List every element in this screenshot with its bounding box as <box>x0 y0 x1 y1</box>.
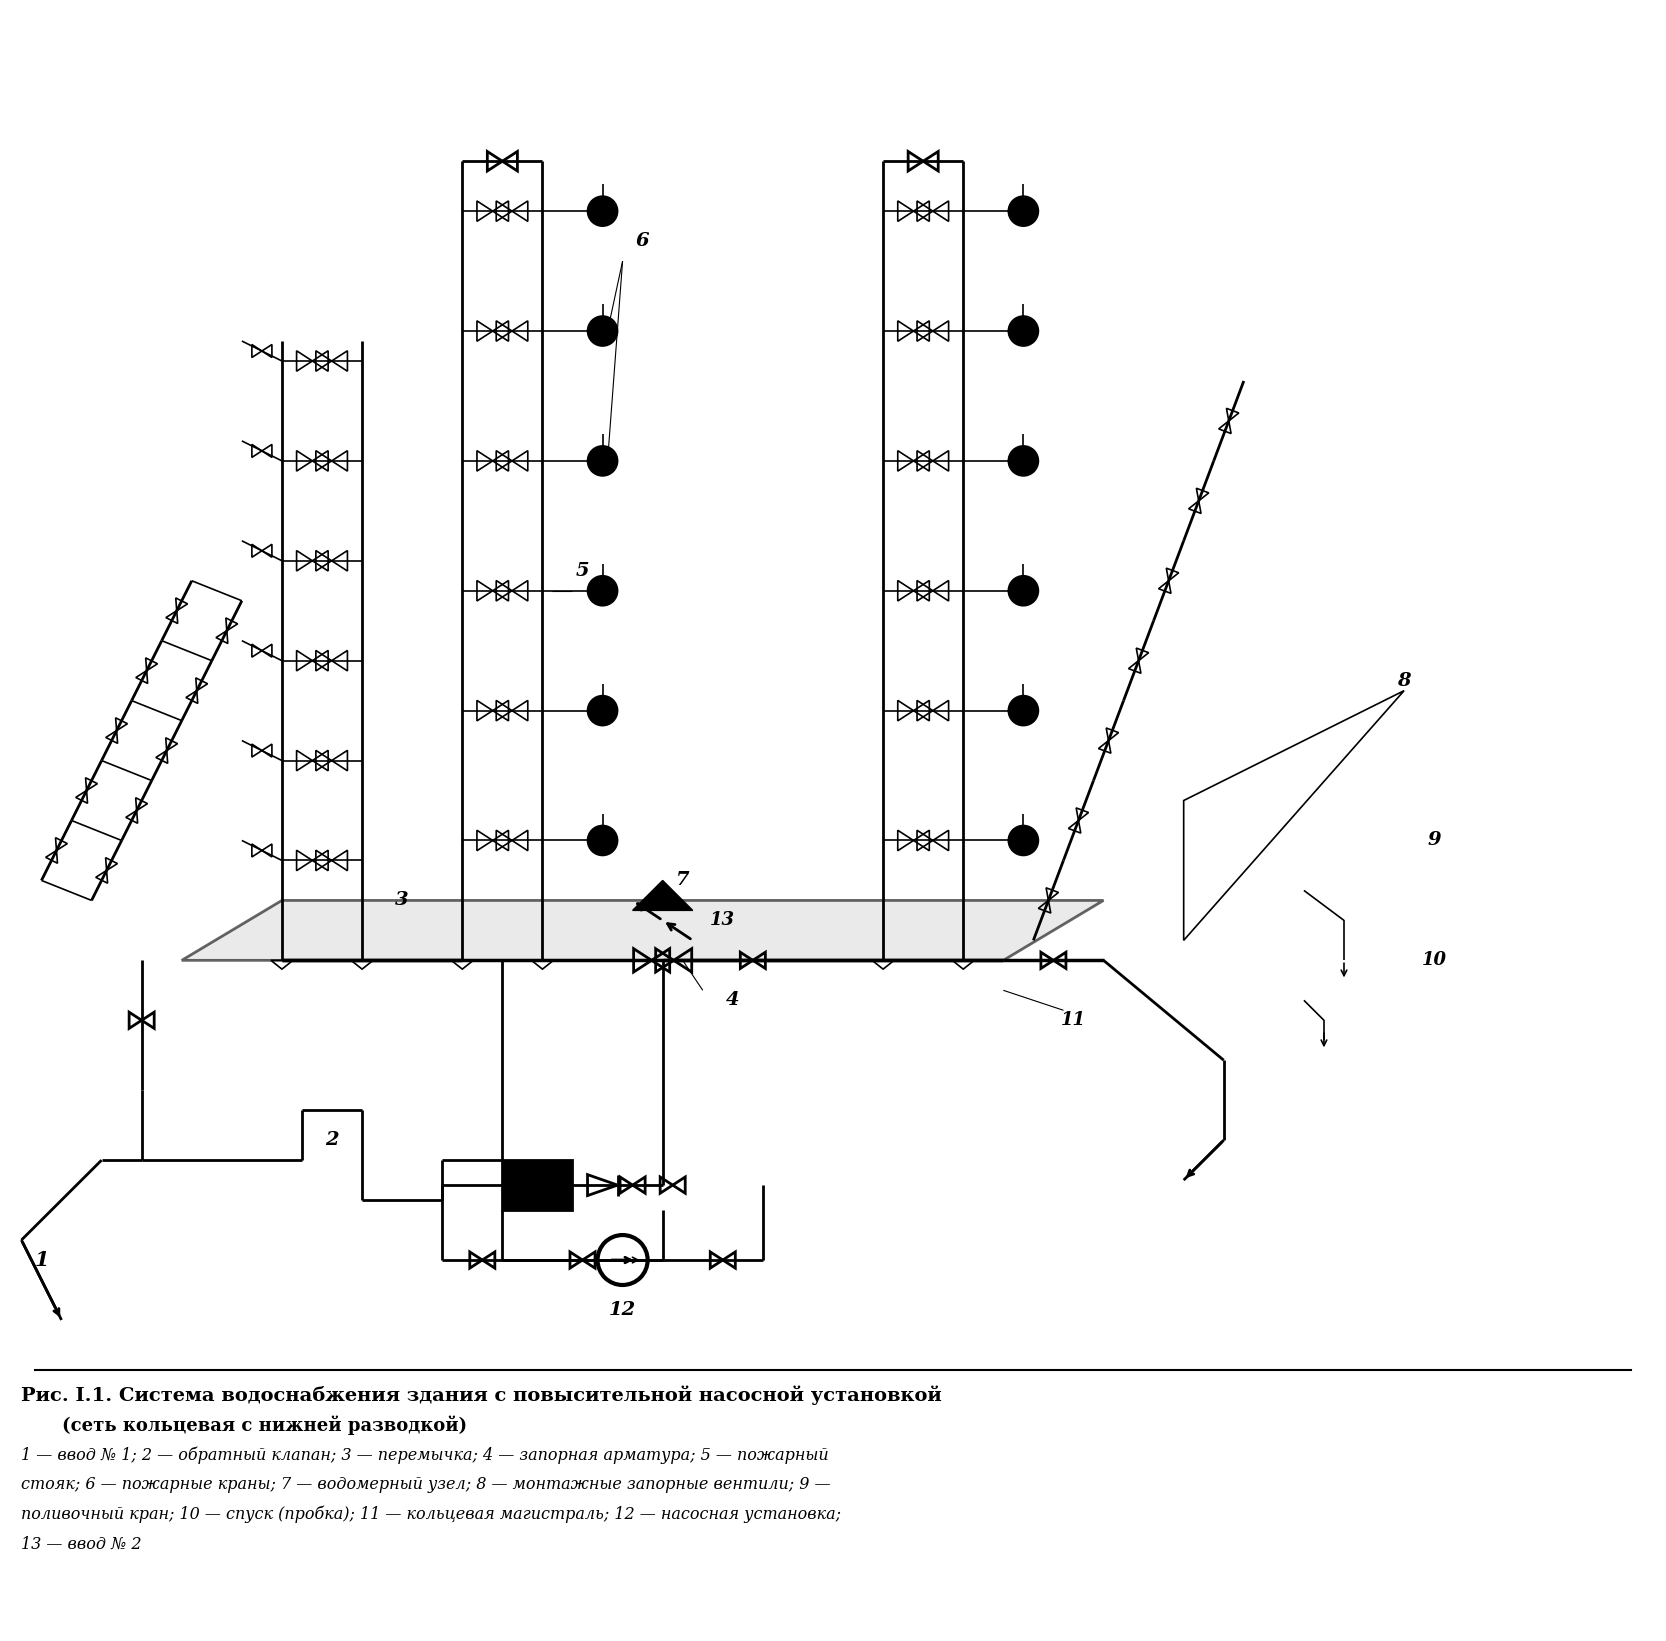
Text: 1: 1 <box>35 1250 48 1270</box>
Circle shape <box>588 197 618 226</box>
Text: 8: 8 <box>1398 671 1411 689</box>
Text: 2: 2 <box>325 1131 338 1149</box>
Circle shape <box>1008 825 1038 855</box>
Circle shape <box>1008 446 1038 476</box>
Text: 1 — ввод № 1; 2 — обратный клапан; 3 — перемычка; 4 — запорная арматура; 5 — пож: 1 — ввод № 1; 2 — обратный клапан; 3 — п… <box>22 1446 830 1464</box>
Circle shape <box>1008 317 1038 346</box>
Bar <box>503 1160 573 1209</box>
Text: 12: 12 <box>610 1301 636 1319</box>
Text: 9: 9 <box>1428 832 1441 850</box>
Text: поливочный кран; 10 — спуск (пробка); 11 — кольцевая магистраль; 12 — насосная у: поливочный кран; 10 — спуск (пробка); 11… <box>22 1506 841 1523</box>
Text: (сеть кольцевая с нижней разводкой): (сеть кольцевая с нижней разводкой) <box>62 1415 466 1434</box>
Text: 13 — ввод № 2: 13 — ввод № 2 <box>22 1536 142 1554</box>
Text: 4: 4 <box>726 991 740 1009</box>
Text: 7: 7 <box>676 871 690 889</box>
Polygon shape <box>182 901 1103 960</box>
Polygon shape <box>633 881 693 911</box>
Circle shape <box>588 696 618 725</box>
Text: 10: 10 <box>1421 952 1446 970</box>
Circle shape <box>588 317 618 346</box>
Circle shape <box>1008 197 1038 226</box>
Circle shape <box>588 576 618 606</box>
Circle shape <box>1008 696 1038 725</box>
Text: 13: 13 <box>710 911 735 929</box>
Text: стояк; 6 — пожарные краны; 7 — водомерный узел; 8 — монтажные запорные вентили; : стояк; 6 — пожарные краны; 7 — водомерны… <box>22 1477 831 1493</box>
Text: 5: 5 <box>576 561 590 579</box>
Text: Рис. I.1. Система водоснабжения здания с повысительной насосной установкой: Рис. I.1. Система водоснабжения здания с… <box>22 1385 943 1405</box>
Circle shape <box>1008 576 1038 606</box>
Text: 11: 11 <box>1061 1011 1086 1029</box>
Circle shape <box>588 446 618 476</box>
Text: 3: 3 <box>395 891 408 909</box>
Circle shape <box>588 825 618 855</box>
Text: 6: 6 <box>636 231 650 249</box>
